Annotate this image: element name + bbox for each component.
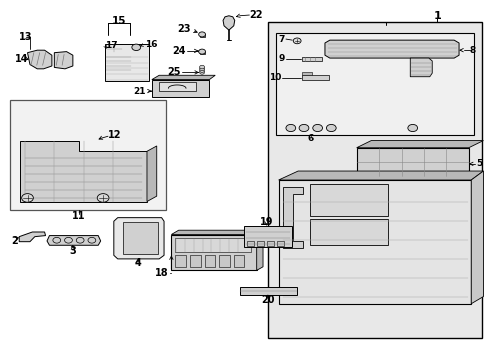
Bar bbox=[152, 80, 209, 97]
Polygon shape bbox=[20, 140, 147, 202]
Polygon shape bbox=[47, 235, 101, 245]
Bar bbox=[159, 82, 195, 91]
Circle shape bbox=[199, 71, 204, 74]
Polygon shape bbox=[356, 140, 483, 148]
Bar bbox=[105, 50, 132, 71]
Circle shape bbox=[199, 67, 204, 71]
Bar bbox=[276, 33, 473, 135]
Bar bbox=[257, 241, 264, 246]
Bar bbox=[356, 148, 468, 176]
Polygon shape bbox=[409, 58, 431, 77]
Polygon shape bbox=[282, 187, 303, 248]
Bar bbox=[204, 255, 215, 267]
Text: 23: 23 bbox=[177, 24, 190, 35]
Bar bbox=[219, 255, 229, 267]
Circle shape bbox=[299, 125, 308, 132]
Bar bbox=[276, 241, 283, 246]
Text: 17: 17 bbox=[105, 41, 118, 50]
Bar bbox=[239, 287, 297, 295]
Polygon shape bbox=[114, 218, 163, 259]
Text: 2: 2 bbox=[11, 236, 18, 246]
Text: 12: 12 bbox=[108, 130, 121, 140]
Circle shape bbox=[88, 237, 96, 243]
Bar bbox=[310, 220, 387, 244]
Text: 4: 4 bbox=[135, 258, 142, 268]
Text: 15: 15 bbox=[112, 16, 126, 26]
Bar bbox=[175, 255, 185, 267]
Polygon shape bbox=[152, 75, 215, 80]
Bar bbox=[244, 226, 292, 247]
Circle shape bbox=[199, 65, 204, 69]
Bar bbox=[302, 72, 311, 75]
Polygon shape bbox=[278, 180, 470, 304]
Text: 8: 8 bbox=[469, 46, 475, 55]
Polygon shape bbox=[325, 40, 458, 58]
Circle shape bbox=[76, 237, 84, 243]
Bar bbox=[266, 241, 273, 246]
Circle shape bbox=[326, 125, 335, 132]
Text: 21: 21 bbox=[133, 86, 146, 95]
Text: 9: 9 bbox=[278, 54, 284, 63]
Bar bbox=[233, 255, 244, 267]
Text: 7: 7 bbox=[278, 35, 284, 44]
Polygon shape bbox=[27, 50, 52, 69]
Text: 6: 6 bbox=[307, 134, 313, 143]
Circle shape bbox=[21, 194, 33, 202]
Bar bbox=[107, 44, 122, 51]
Text: 18: 18 bbox=[155, 268, 168, 278]
Polygon shape bbox=[122, 222, 158, 253]
Text: 20: 20 bbox=[261, 295, 274, 305]
Circle shape bbox=[97, 194, 109, 202]
Bar bbox=[247, 241, 254, 246]
Text: 24: 24 bbox=[172, 46, 185, 56]
Bar bbox=[199, 52, 204, 54]
Circle shape bbox=[132, 44, 141, 50]
Bar bbox=[105, 44, 149, 81]
Text: 19: 19 bbox=[259, 217, 273, 227]
Circle shape bbox=[293, 38, 301, 44]
Circle shape bbox=[53, 237, 61, 243]
Polygon shape bbox=[19, 232, 45, 242]
Text: 10: 10 bbox=[268, 73, 281, 82]
Bar bbox=[199, 35, 204, 37]
Bar bbox=[302, 75, 328, 80]
Polygon shape bbox=[223, 16, 234, 30]
Polygon shape bbox=[171, 230, 263, 234]
Bar bbox=[267, 22, 482, 338]
Text: 11: 11 bbox=[72, 211, 85, 221]
Bar bbox=[310, 184, 387, 216]
Circle shape bbox=[64, 237, 72, 243]
Text: 1: 1 bbox=[432, 11, 440, 21]
Text: 13: 13 bbox=[19, 32, 33, 42]
Text: 5: 5 bbox=[475, 159, 481, 168]
Bar bbox=[302, 57, 321, 61]
Circle shape bbox=[407, 125, 417, 132]
Polygon shape bbox=[278, 171, 483, 180]
Circle shape bbox=[285, 125, 295, 132]
Circle shape bbox=[312, 125, 322, 132]
Text: 3: 3 bbox=[69, 246, 76, 256]
Bar bbox=[171, 234, 256, 270]
Bar bbox=[175, 238, 250, 252]
Circle shape bbox=[199, 69, 204, 72]
Circle shape bbox=[198, 49, 205, 54]
Polygon shape bbox=[470, 171, 483, 304]
Text: 16: 16 bbox=[145, 40, 158, 49]
Polygon shape bbox=[147, 146, 157, 202]
Polygon shape bbox=[256, 230, 263, 270]
Bar bbox=[10, 100, 165, 211]
Text: 22: 22 bbox=[249, 10, 263, 20]
Text: 25: 25 bbox=[167, 67, 181, 77]
Circle shape bbox=[198, 32, 205, 37]
Polygon shape bbox=[54, 51, 73, 69]
Bar bbox=[189, 255, 200, 267]
Text: 14: 14 bbox=[15, 54, 29, 64]
